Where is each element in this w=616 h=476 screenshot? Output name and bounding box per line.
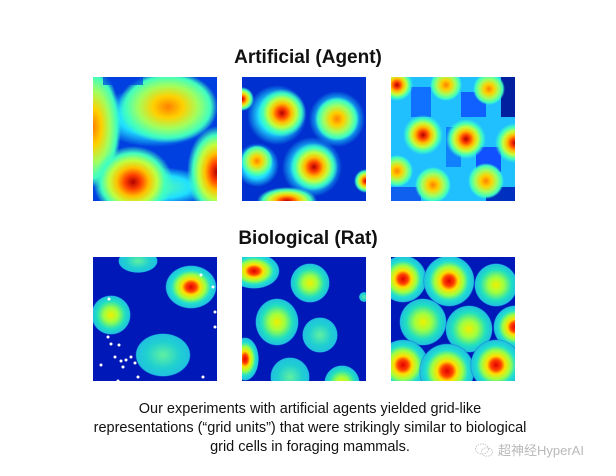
caption-line-2: representations (“grid units”) that were… bbox=[93, 420, 527, 436]
section-title-biological: Biological (Rat) bbox=[238, 228, 378, 249]
section-title-artificial: Artificial (Agent) bbox=[234, 47, 382, 68]
caption-line-1: Our experiments with artificial agents y… bbox=[138, 401, 482, 417]
heatmap-rat-2 bbox=[242, 257, 366, 381]
watermark-text: 超神经HyperAI bbox=[498, 443, 584, 458]
caption-line-3: grid cells in foraging mammals. bbox=[210, 439, 410, 455]
wechat-icon bbox=[475, 443, 493, 457]
heatmap-rat-3 bbox=[391, 257, 515, 381]
heatmap-agent-3 bbox=[391, 77, 515, 201]
heatmap-agent-1 bbox=[93, 77, 217, 201]
heatmap-agent-2 bbox=[242, 77, 366, 201]
heatmap-rat-1 bbox=[93, 257, 217, 381]
watermark: 超神经HyperAI bbox=[474, 440, 584, 459]
figure-caption: Our experiments with artificial agents y… bbox=[90, 400, 530, 457]
